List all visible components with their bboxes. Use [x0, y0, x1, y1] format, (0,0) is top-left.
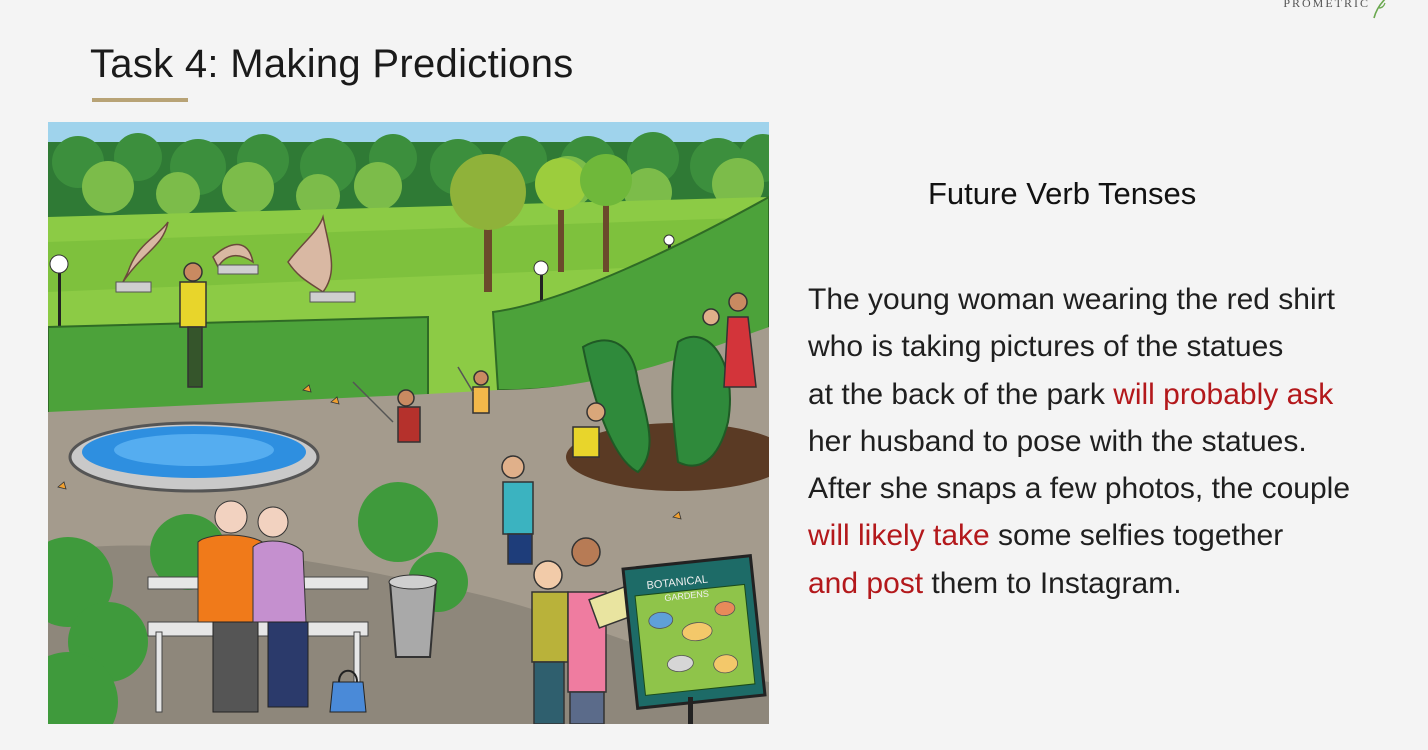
- park-illustration: BOTANICAL GARDENS: [48, 122, 769, 724]
- prediction-paragraph: The young woman wearing the red shirt wh…: [808, 276, 1420, 607]
- highlighted-verb-phrase: will probably ask: [1113, 377, 1334, 411]
- highlighted-verb-phrase: will likely take: [808, 519, 990, 553]
- slide-title: Task 4: Making Predictions: [90, 42, 574, 86]
- leaf-icon: [1373, 0, 1386, 19]
- paragraph-line: will likely take some selfies together: [808, 512, 1420, 559]
- paragraph-line: The young woman wearing the red shirt: [808, 283, 1335, 316]
- highlighted-verb-phrase: and post: [808, 566, 924, 600]
- map-sign-subtitle: GARDENS: [664, 588, 709, 603]
- title-underline: [92, 98, 188, 102]
- paragraph-line: who is taking pictures of the statues: [808, 330, 1284, 364]
- paragraph-line: her husband to pose with the statues.: [808, 424, 1307, 458]
- paragraph-text: them to Instagram.: [923, 566, 1182, 600]
- section-subtitle: Future Verb Tenses: [928, 176, 1197, 211]
- paragraph-text: some selfies together: [989, 519, 1284, 553]
- paragraph-line: After she snaps a few photos, the couple: [808, 472, 1351, 506]
- paragraph-line: at the back of the park will probably as…: [808, 371, 1420, 418]
- prometric-logo: PROMETRIC: [1283, 0, 1370, 10]
- paragraph-text: at the back of the park: [808, 377, 1114, 411]
- paragraph-line: and post them to Instagram.: [808, 560, 1420, 607]
